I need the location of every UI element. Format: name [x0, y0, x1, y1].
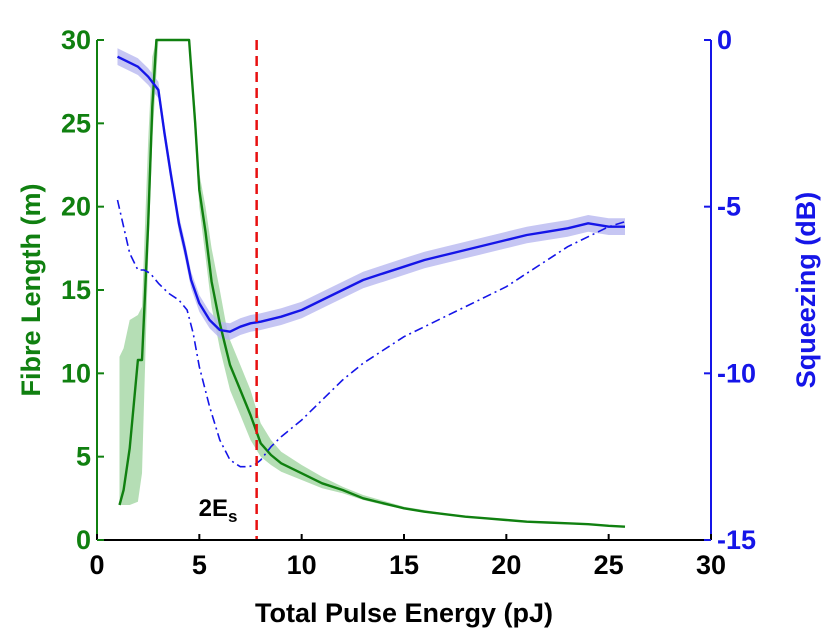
squeezing-dashdot-line	[116, 199, 626, 468]
energy-marker-label-sub: s	[228, 507, 237, 526]
left-tick-label: 30	[61, 25, 91, 55]
plot-area: 2Es	[97, 38, 711, 540]
squeezing-line	[116, 55, 625, 333]
left-tick-label: 0	[76, 525, 91, 555]
plot-background	[97, 40, 711, 540]
squeezing-band	[117, 48, 625, 341]
x-axis-label: Total Pulse Energy (pJ)	[255, 598, 553, 628]
left-tick-label: 25	[61, 108, 91, 138]
left-axis-ticks: 0 5 10 15 20 25 30	[61, 25, 104, 555]
x-tick-label: 10	[287, 550, 317, 580]
x-tick-label: 5	[192, 550, 207, 580]
right-axis-ticks: -15 -10 -5 0	[704, 25, 756, 555]
left-tick-label: 10	[61, 358, 91, 388]
energy-marker-label-main: 2E	[199, 495, 228, 522]
x-tick-label: 25	[594, 550, 624, 580]
left-tick-label: 5	[76, 442, 91, 472]
right-tick-label: -10	[717, 358, 756, 388]
left-tick-label: 15	[61, 275, 91, 305]
x-tick-label: 15	[389, 550, 419, 580]
right-axis-label: Squeezing (dB)	[791, 192, 821, 389]
x-axis-ticks: 0 5 10 15 20 25 30	[89, 534, 726, 580]
right-tick-label: -5	[717, 192, 741, 222]
x-tick-label: 30	[696, 550, 726, 580]
x-tick-label: 20	[491, 550, 521, 580]
left-tick-label: 20	[61, 192, 91, 222]
energy-marker-label: 2Es	[199, 495, 238, 526]
right-tick-label: -15	[717, 525, 756, 555]
x-tick-label: 0	[89, 550, 104, 580]
series-lines	[116, 38, 626, 528]
right-tick-label: 0	[717, 25, 732, 55]
left-axis-label: Fibre Length (m)	[16, 184, 46, 397]
